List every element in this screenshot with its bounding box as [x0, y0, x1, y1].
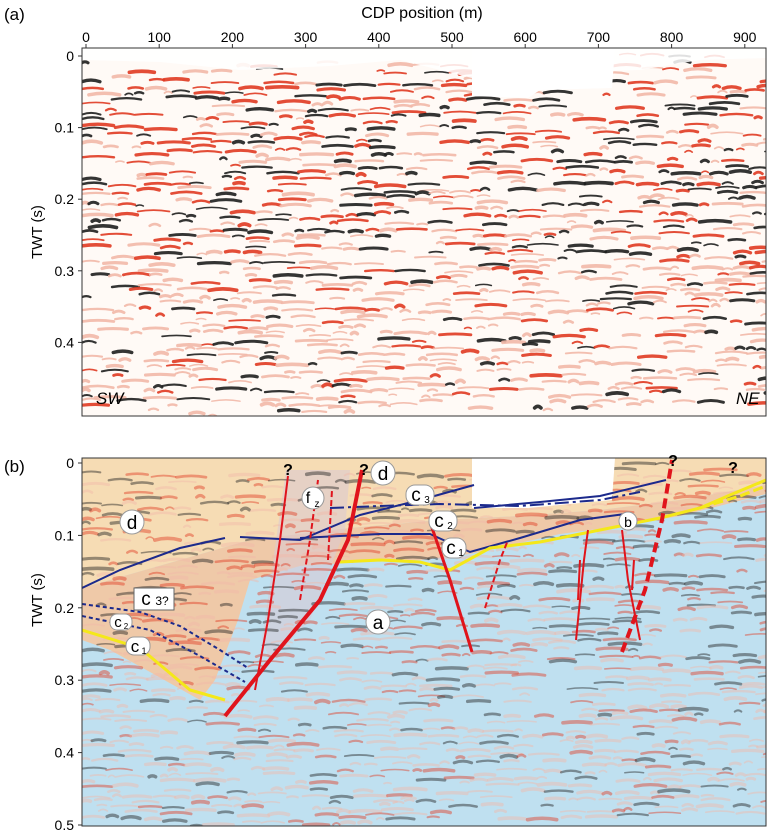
y-tick-label: 0 [66, 48, 74, 64]
unit-label-c2-left: c 2 [109, 613, 133, 631]
panel-b-label: (b) [4, 457, 25, 476]
panel-b-interpreted-section [82, 458, 766, 826]
svg-text:1: 1 [141, 646, 146, 656]
panel-a-x-axis-title: CDP position (m) [361, 5, 483, 22]
horizon-top-c-left [82, 537, 226, 589]
x-tick-label: 0 [82, 29, 90, 45]
panel-a-x-tick-labels: 0 100 200 300 400 500 600 700 800 900 [82, 29, 757, 48]
panel-a-sw-label: SW [96, 389, 125, 408]
x-tick-label: 900 [733, 29, 757, 45]
x-tick-label: 500 [440, 29, 464, 45]
svg-text:1: 1 [458, 548, 464, 559]
svg-text:2: 2 [447, 521, 453, 532]
unit-label-b: b [618, 511, 638, 531]
svg-text:3?: 3? [155, 594, 169, 608]
y-tick-label: 0.1 [55, 120, 75, 136]
y-tick-label: 0.2 [55, 600, 75, 616]
unit-label-d-left: d [119, 509, 145, 535]
fault-e [577, 559, 581, 601]
fault-dashed-b [327, 489, 333, 561]
unit-label-c3: c 3 [405, 484, 435, 506]
horizon-c1 [299, 513, 626, 554]
horizon-yellow-right [339, 478, 766, 572]
svg-text:f: f [306, 490, 311, 507]
fault-c [428, 521, 474, 653]
y-tick-label: 0.5 [55, 817, 75, 831]
unit-label-c3-query: c 3? [133, 587, 175, 611]
x-tick-label: 100 [148, 29, 172, 45]
question-mark: ? [283, 462, 293, 479]
fault-zone-fz [262, 470, 350, 660]
unit-label-c2: c 2 [428, 510, 458, 532]
x-tick-label: 600 [514, 29, 538, 45]
panel-b-y-axis-title: TWT (s) [29, 573, 46, 627]
unit-label-a: a [365, 609, 391, 635]
question-mark: ? [668, 453, 678, 470]
fault-d [575, 529, 589, 641]
unit-label-d-right: d [370, 460, 396, 486]
svg-text:c: c [446, 538, 456, 559]
fault-dashed-c [484, 539, 509, 609]
y-tick-label: 0 [66, 455, 74, 471]
svg-text:c: c [411, 485, 421, 506]
fault-east [620, 459, 674, 653]
x-tick-label: 800 [660, 29, 684, 45]
svg-text:a: a [373, 613, 384, 634]
x-tick-label: 700 [587, 29, 611, 45]
svg-text:z: z [315, 499, 320, 510]
unit-c-fill [82, 485, 766, 700]
unit-label-c1: c 1 [441, 537, 467, 559]
fault-g [631, 559, 635, 591]
svg-text:c: c [131, 637, 140, 656]
panel-b-frame [81, 457, 767, 827]
x-tick-label: 200 [221, 29, 245, 45]
question-mark: ? [359, 462, 369, 479]
y-tick-label: 0.1 [55, 527, 75, 543]
fault-main [223, 469, 364, 718]
horizon-c2 [329, 491, 641, 509]
horizon-c2-left [82, 603, 249, 669]
y-tick-label: 0.4 [55, 334, 75, 350]
y-tick-label: 0.4 [55, 745, 75, 761]
fault-west [254, 475, 289, 691]
question-mark: ? [728, 460, 738, 477]
panel-a-ne-label: NE [736, 389, 760, 408]
horizon-yellow-dashed [699, 484, 766, 510]
svg-text:c: c [434, 511, 444, 532]
x-tick-label: 400 [367, 29, 391, 45]
unit-label-c1-left: c 1 [125, 636, 151, 656]
panel-a-y-tick-labels: 0 0.1 0.2 0.3 0.4 [55, 48, 82, 350]
y-tick-label: 0.2 [55, 191, 75, 207]
svg-text:d: d [378, 464, 389, 485]
panel-a-frame [81, 47, 767, 417]
horizon-yellow-left [82, 628, 226, 702]
svg-text:b: b [624, 514, 632, 530]
panel-a-label: (a) [4, 5, 25, 24]
svg-text:c: c [141, 589, 151, 610]
unit-label-fz: f z [301, 486, 325, 510]
y-tick-label: 0.3 [55, 263, 75, 279]
svg-text:d: d [127, 513, 138, 534]
panel-b-y-tick-labels: 0 0.1 0.2 0.3 0.4 0.5 [55, 455, 82, 831]
x-tick-label: 300 [294, 29, 318, 45]
y-tick-label: 0.3 [55, 672, 75, 688]
svg-text:2: 2 [124, 622, 129, 631]
svg-text:3: 3 [424, 495, 430, 506]
panel-a-y-axis-title: TWT (s) [29, 205, 46, 259]
panel-a-seismic-section [82, 48, 766, 416]
svg-text:c: c [114, 614, 122, 631]
